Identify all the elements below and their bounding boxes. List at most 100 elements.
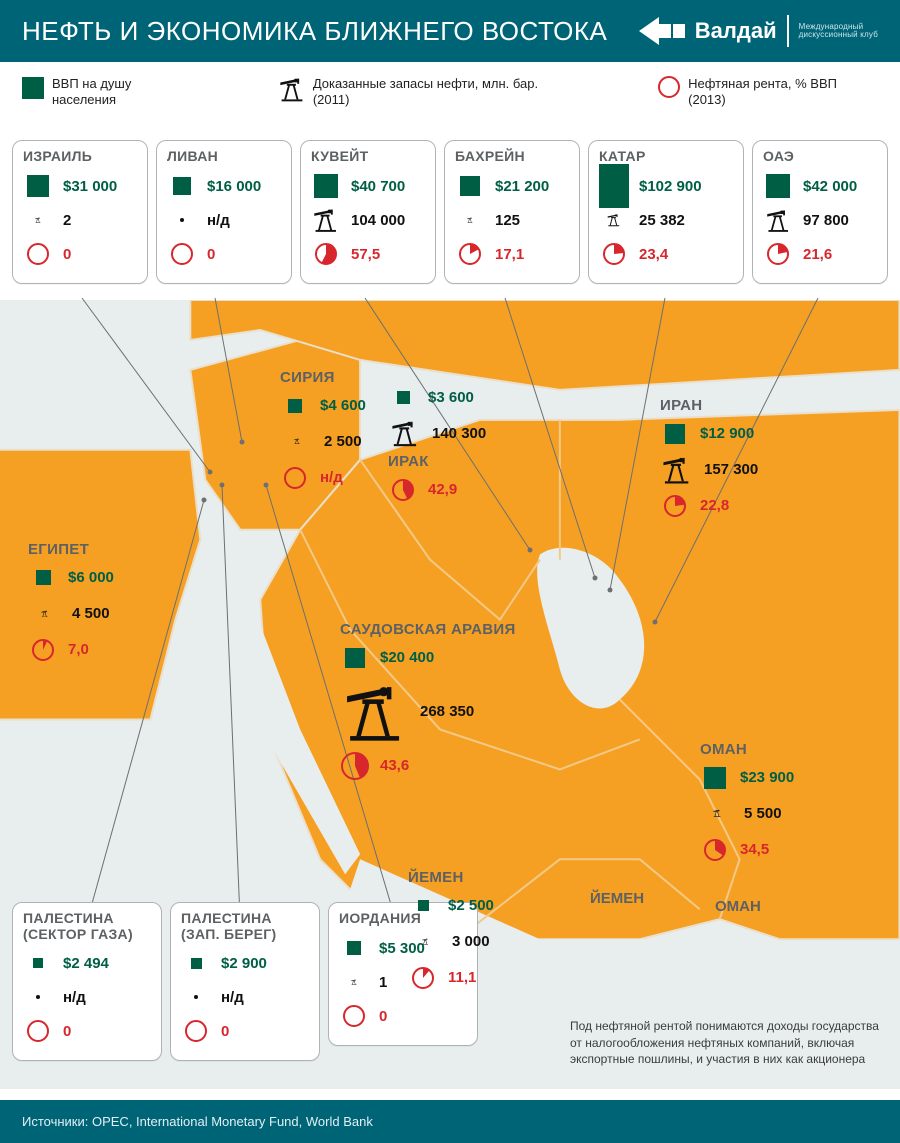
gdp-square-icon [173, 177, 191, 195]
rent-pie-icon [184, 1019, 208, 1043]
legend-rent: Нефтяная рента, % ВВП (2013) [658, 76, 878, 107]
gdp-value: $4 600 [320, 397, 366, 414]
country-name: ОАЭ [763, 149, 877, 165]
reserves-value: 2 500 [324, 433, 362, 450]
gdp-value: $23 900 [740, 769, 794, 786]
reserves-value: 5 500 [744, 805, 782, 822]
gdp-value: $42 000 [803, 178, 857, 195]
reserves-value: 1 [379, 974, 387, 991]
reserves-stat: 25 382 [599, 205, 733, 235]
rent-stat: 22,8 [660, 491, 758, 521]
legend-reserves: Доказанные запасы нефти, млн. бар. (2011… [279, 76, 578, 107]
reserves-stat: 104 000 [311, 205, 425, 235]
gdp-value: $16 000 [207, 178, 261, 195]
gdp-value: $2 500 [448, 897, 494, 914]
country-name: БАХРЕЙН [455, 149, 569, 165]
gdp-stat: $20 400 [340, 643, 516, 673]
rent-stat: 0 [181, 1016, 309, 1046]
gdp-stat: $12 900 [660, 419, 758, 449]
brand-sub2: дискуссионный клуб [799, 31, 878, 39]
rent-value: 0 [63, 1023, 71, 1040]
country-card: ИЗРАИЛЬ $31 000 2 0 [12, 140, 148, 284]
brand-logo-icon [639, 13, 685, 49]
country-name: КУВЕЙТ [311, 149, 425, 165]
gdp-stat: $40 700 [311, 171, 425, 201]
rent-pie-icon [26, 242, 50, 266]
oil-pump-icon [344, 681, 405, 742]
rent-pie-icon [283, 466, 307, 490]
legend-gdp: ВВП на душу населения [22, 76, 199, 107]
country-name: ПАЛЕСТИНА (СЕКТОР ГАЗА) [23, 911, 151, 942]
gdp-value: $6 000 [68, 569, 114, 586]
gdp-value: $2 900 [221, 955, 267, 972]
gdp-square-icon [665, 424, 685, 444]
oil-pump-icon [294, 438, 300, 444]
country-name: ИРАН [660, 398, 758, 415]
reserves-value: 268 350 [420, 703, 474, 720]
country-name: ОМАН [700, 742, 794, 759]
rent-value: 7,0 [68, 641, 89, 658]
reserves-stat: 97 800 [763, 205, 877, 235]
rent-pie-icon [342, 1004, 366, 1028]
legend: ВВП на душу населения Доказанные запасы … [0, 62, 900, 117]
country-card: КУВЕЙТ $40 700 104 000 57,5 [300, 140, 436, 284]
reserves-value: н/д [221, 989, 244, 1006]
footnote-text: Под нефтяной рентой понимаются доходы го… [570, 1018, 880, 1067]
gdp-value: $2 494 [63, 955, 109, 972]
gdp-stat: $4 600 [280, 391, 366, 421]
reserves-value: 104 000 [351, 212, 405, 229]
country-name: СИРИЯ [280, 370, 366, 387]
country-card: ОАЭ $42 000 97 800 21,6 [752, 140, 888, 284]
gdp-square-icon [27, 175, 49, 197]
rent-stat: 0 [339, 1001, 467, 1031]
rent-value: 0 [221, 1023, 229, 1040]
rent-pie-icon [31, 638, 55, 662]
rent-value: 0 [207, 246, 215, 263]
map-country-block: СИРИЯ $4 600 2 500 н/д [280, 370, 366, 497]
rent-pie-icon [26, 1019, 50, 1043]
gdp-square-icon [22, 77, 44, 99]
gdp-square-icon [766, 174, 790, 198]
gdp-value: $3 600 [428, 389, 474, 406]
infographic-page: НЕФТЬ И ЭКОНОМИКА БЛИЖНЕГО ВОСТОКА Валда… [0, 0, 900, 1143]
oil-pump-icon [713, 809, 721, 817]
rent-pie-icon [411, 966, 435, 990]
rent-stat: 7,0 [28, 635, 114, 665]
country-name: ИЗРАИЛЬ [23, 149, 137, 165]
oil-pump-icon [35, 217, 41, 223]
gdp-value: $12 900 [700, 425, 754, 442]
gdp-square-icon [704, 767, 726, 789]
reserves-stat: 3 000 [408, 925, 494, 959]
reserves-stat: 4 500 [28, 597, 114, 631]
gdp-stat: $3 600 [388, 382, 486, 412]
reserves-value: 140 300 [432, 425, 486, 442]
sources-bar: Источники: OPEC, International Monetary … [0, 1100, 900, 1143]
reserves-value: 3 000 [452, 933, 490, 950]
gdp-stat: $2 900 [181, 948, 309, 978]
gdp-stat: $2 494 [23, 948, 151, 978]
gdp-square-icon [347, 941, 361, 955]
reserves-value: 97 800 [803, 212, 849, 229]
map-country-block: ЕГИПЕТ $6 000 4 500 7,0 [28, 542, 114, 669]
rent-value: 34,5 [740, 841, 769, 858]
map-country-block: $3 600 140 300 ИРАК 42,9 [388, 378, 486, 509]
reserves-stat: 2 [23, 205, 137, 235]
reserves-stat: н/д [23, 982, 151, 1012]
legend-rent-label: Нефтяная рента, % ВВП (2013) [688, 76, 878, 107]
reserves-stat: 268 350 [340, 677, 516, 747]
legend-reserves-label: Доказанные запасы нефти, млн. бар. (2011… [313, 76, 578, 107]
gdp-value: $20 400 [380, 649, 434, 666]
gdp-stat: $6 000 [28, 563, 114, 593]
rent-stat: 57,5 [311, 239, 425, 269]
reserves-stat: 2 500 [280, 425, 366, 459]
rent-circle-icon [658, 76, 680, 98]
reserves-stat: 125 [455, 205, 569, 235]
gdp-stat: $31 000 [23, 171, 137, 201]
oil-pump-icon [279, 76, 305, 102]
gdp-square-icon [33, 958, 43, 968]
gdp-square-icon [36, 570, 51, 585]
map-country-block: САУДОВСКАЯ АРАВИЯ $20 400 268 350 43,6 [340, 622, 516, 785]
rent-stat: 21,6 [763, 239, 877, 269]
gdp-stat: $42 000 [763, 171, 877, 201]
country-name: САУДОВСКАЯ АРАВИЯ [340, 622, 516, 639]
